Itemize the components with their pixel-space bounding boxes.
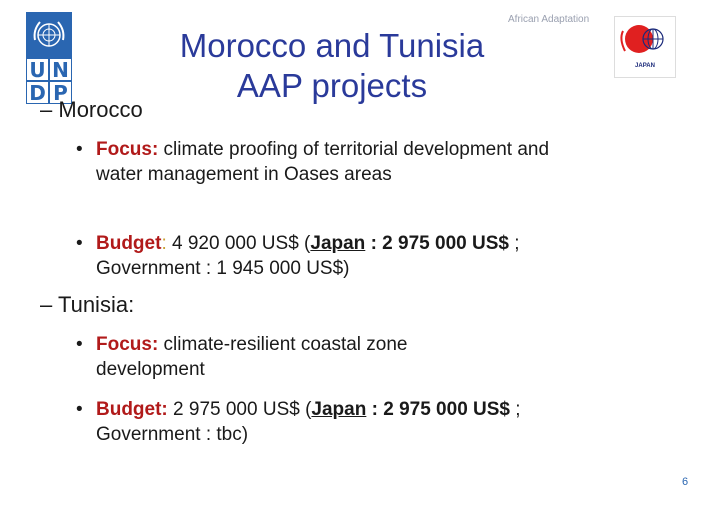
bullet-label-colon: : <box>161 233 167 254</box>
heading-text: Morocco <box>58 97 143 122</box>
bullet-rest: ; Government : tbc) <box>96 399 521 445</box>
bullet-dot: • <box>76 233 83 254</box>
section-heading-morocco: – Morocco <box>40 97 143 123</box>
african-adaptation-watermark: African Adaptation <box>508 14 590 25</box>
bullet-dot: • <box>76 399 83 420</box>
japan-logo-label: JAPAN <box>635 63 655 69</box>
japan-logo: JAPAN <box>614 16 676 78</box>
bullet-text: 4 920 000 US$ ( <box>166 233 311 254</box>
bullet-morocco-budget: • Budget: 4 920 000 US$ (Japan : 2 975 0… <box>76 231 596 281</box>
heading-suffix: : <box>128 292 135 317</box>
page-number: 6 <box>682 476 689 488</box>
bullet-label: Budget <box>96 233 162 254</box>
bullet-tunisia-focus: • Focus: climate-resilient coastal zone … <box>76 332 496 382</box>
undp-letter-p: P <box>49 81 72 105</box>
bullet-text: climate-resilient coastal zone developme… <box>96 334 408 380</box>
heading-dash: – <box>40 292 53 317</box>
japan-amount: : 2 975 000 US$ <box>365 233 509 254</box>
bullet-morocco-focus: • Focus: climate proofing of territorial… <box>76 137 586 187</box>
slide-title-line-2: AAP projects <box>236 67 428 104</box>
section-heading-tunisia: – Tunisia: <box>40 292 134 318</box>
bullet-rest: ; Government : 1 945 000 US$) <box>96 233 520 279</box>
undp-letter-n: N <box>49 58 72 82</box>
bullet-label: Focus: <box>96 139 159 160</box>
bullet-label: Focus: <box>96 334 159 355</box>
bullet-text: 2 975 000 US$ ( <box>167 399 312 420</box>
bullet-dot: • <box>76 139 83 160</box>
japan-link[interactable]: Japan <box>311 399 367 420</box>
undp-letter-u: U <box>26 58 49 82</box>
heading-text: Tunisia <box>57 292 129 317</box>
bullet-tunisia-budget: • Budget: 2 975 000 US$ (Japan : 2 975 0… <box>76 397 596 447</box>
japan-amount: : 2 975 000 US$ <box>366 399 510 420</box>
bullet-dot: • <box>76 334 83 355</box>
bullet-label: Budget: <box>96 399 168 420</box>
japan-link[interactable]: Japan <box>310 233 366 254</box>
japan-sun-globe-icon <box>620 25 664 53</box>
un-emblem-icon <box>26 12 72 58</box>
slide-title-line-1: Morocco and Tunisia <box>179 27 485 64</box>
slide-title: Morocco and Tunisia AAP projects <box>172 26 492 106</box>
undp-logo: U N D P <box>26 12 72 105</box>
undp-letter-d: D <box>26 81 49 105</box>
bullet-text: climate proofing of territorial developm… <box>96 139 550 185</box>
heading-dash: – <box>40 97 53 122</box>
